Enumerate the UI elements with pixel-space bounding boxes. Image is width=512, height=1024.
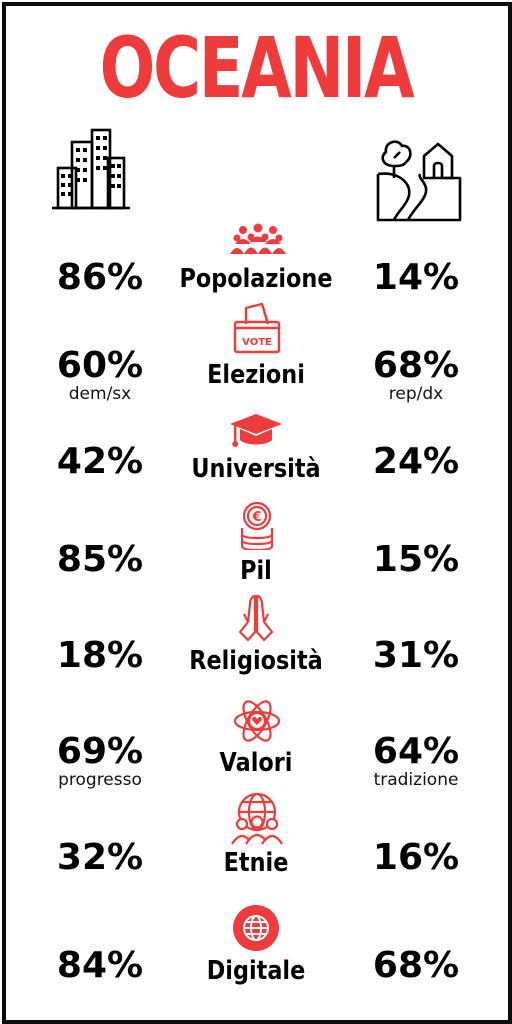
left-percent: 42%: [56, 441, 144, 482]
left-subtitle: progresso: [58, 770, 142, 790]
svg-text:€: €: [251, 510, 261, 525]
stat-row-universita: 42% 24% Università: [0, 410, 512, 510]
left-percent: 84%: [56, 945, 144, 986]
left-percent: 18%: [56, 635, 144, 676]
stat-row-religiosita: 18% 31% Religiosità: [0, 592, 512, 692]
page-title: OCEANIA: [99, 19, 415, 117]
right-subtitle: rep/dx: [388, 384, 444, 404]
row-label: Popolazione: [179, 264, 333, 294]
stat-row-valori: 69% progresso 64% tradizione Valori: [0, 696, 512, 796]
right-percent: 68%: [372, 345, 460, 386]
left-percent: 85%: [56, 539, 144, 580]
globe-people-icon: [231, 792, 283, 845]
right-percent: 24%: [372, 441, 460, 482]
right-percent: 14%: [372, 257, 460, 298]
stat-row-digitale: 84% 68% Digitale: [0, 900, 512, 1000]
graduation-cap-icon: [230, 414, 282, 447]
right-percent: 16%: [372, 837, 460, 878]
left-percent: 86%: [56, 257, 144, 298]
left-subtitle: dem/sx: [68, 384, 132, 404]
row-label: Università: [191, 454, 321, 484]
row-label: Pil: [240, 556, 272, 586]
people-group-icon: [230, 223, 286, 254]
stat-row-popolazione: 86% 14% Popolazione: [0, 220, 512, 320]
globe-circle-icon: [233, 905, 279, 951]
right-percent: 31%: [372, 635, 460, 676]
praying-hands-icon: [238, 594, 274, 642]
row-label: Elezioni: [207, 360, 305, 390]
right-percent: 15%: [372, 539, 460, 580]
left-percent: 69%: [56, 731, 144, 772]
row-label: Digitale: [206, 956, 306, 986]
ballot-box-icon: VOTE: [233, 302, 281, 354]
right-percent: 68%: [372, 945, 460, 986]
countryside-house-icon: [376, 140, 462, 222]
stat-row-pil: 85% 15% € Pil: [0, 500, 512, 600]
right-subtitle: tradizione: [373, 770, 459, 790]
city-buildings-icon: [52, 128, 130, 210]
stat-row-etnie: 32% 16% Etnie: [0, 790, 512, 890]
left-percent: 32%: [56, 837, 144, 878]
row-label: Religiosità: [189, 646, 323, 676]
row-label: Etnie: [223, 848, 289, 878]
atom-heart-icon: [233, 700, 281, 742]
left-percent: 60%: [56, 345, 144, 386]
svg-text:VOTE: VOTE: [242, 337, 272, 348]
euro-coins-icon: €: [240, 501, 274, 550]
stat-row-elezioni: 60% dem/sx 68% rep/dx VOTE Elezioni: [0, 302, 512, 404]
right-percent: 64%: [372, 731, 460, 772]
row-label: Valori: [219, 748, 293, 778]
